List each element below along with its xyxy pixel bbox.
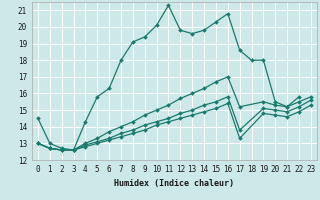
X-axis label: Humidex (Indice chaleur): Humidex (Indice chaleur) bbox=[115, 179, 234, 188]
